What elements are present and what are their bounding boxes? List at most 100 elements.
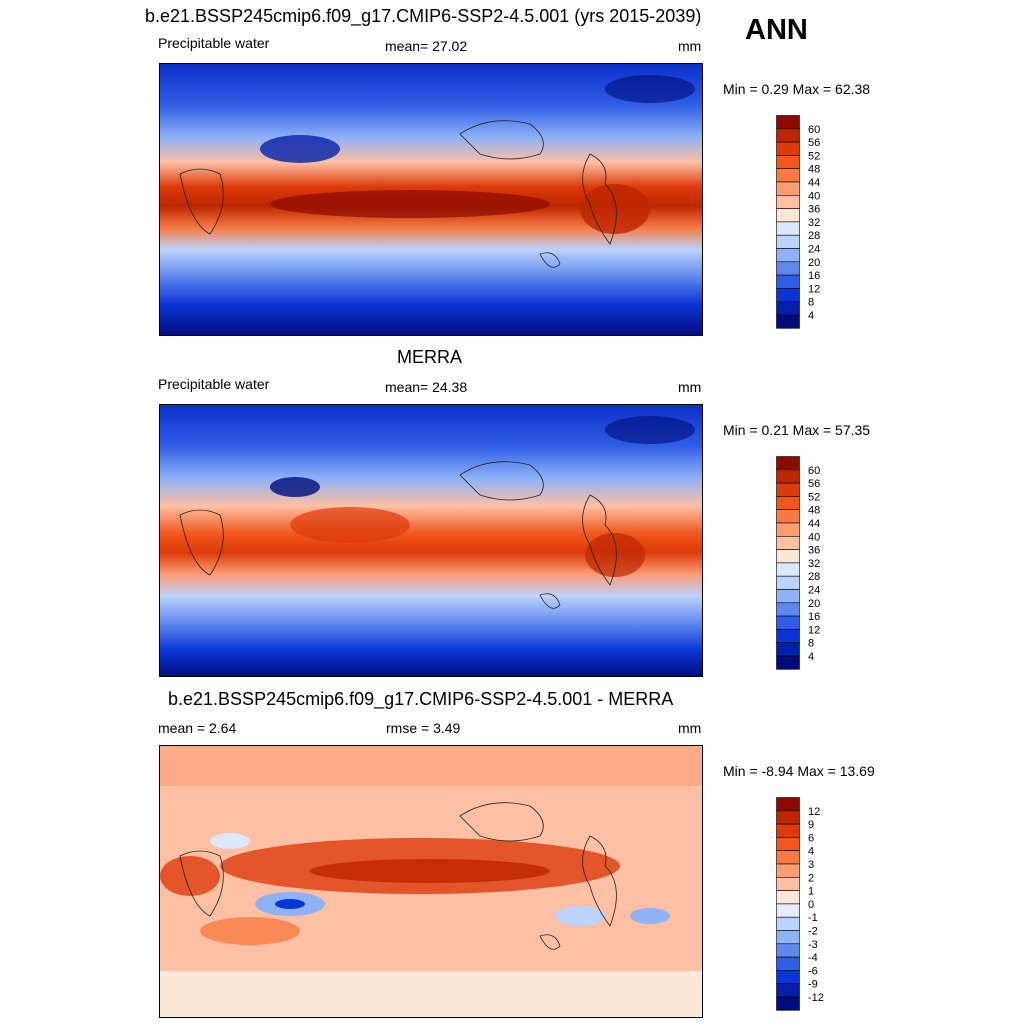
panel1-map [159, 63, 703, 336]
colorbar-tick-label: 20 [808, 257, 820, 269]
colorbar-box [776, 797, 800, 812]
panel3-minmax-label: Min = -8.94 Max = 13.69 [723, 763, 875, 779]
colorbar-box [776, 248, 800, 263]
colorbar-tick-label: -6 [808, 965, 818, 977]
colorbar-box [776, 602, 800, 617]
colorbar-box [776, 890, 800, 905]
colorbar-box [776, 837, 800, 852]
colorbar-tick-label: -3 [808, 939, 818, 951]
panel1-minmax-label: Min = 0.29 Max = 62.38 [723, 81, 871, 97]
colorbar-tick-label: 24 [808, 244, 820, 256]
panel1-map-field [160, 64, 702, 335]
colorbar-box [776, 970, 800, 984]
panel3-title: b.e21.BSSP245cmip6.f09_g17.CMIP6-SSP2-4.… [168, 689, 674, 709]
colorbar-tick-label: 52 [808, 150, 820, 162]
colorbar-box [776, 168, 800, 183]
colorbar-box [776, 943, 800, 958]
panel1-colorbar: 60 56 52 48 44 40 36 32 28 24 20 16 12 8 4 [776, 115, 856, 330]
colorbar-tick-label: 28 [808, 230, 820, 242]
colorbar-box [776, 208, 800, 223]
colorbar-box [776, 522, 800, 537]
colorbar-tick-label: -4 [808, 952, 818, 964]
colorbar-tick-label: 56 [808, 478, 820, 490]
colorbar-box [776, 916, 800, 931]
colorbar-tick-label: 8 [808, 297, 814, 309]
colorbar-box [776, 642, 800, 657]
colorbar-box [776, 496, 800, 511]
colorbar-box [776, 128, 800, 143]
colorbar-tick-label: 12 [808, 624, 820, 636]
panel3-units-label: mm [678, 720, 702, 736]
colorbar-box [776, 863, 800, 878]
colorbar-box [776, 823, 800, 838]
colorbar-box [776, 983, 800, 998]
colorbar-tick-label: 40 [808, 531, 820, 543]
colorbar-box [776, 996, 800, 1011]
colorbar-tick-label: 52 [808, 491, 820, 503]
colorbar-box [776, 456, 800, 471]
panel3-rmse-label: rmse = 3.49 [386, 720, 461, 736]
panel2-variable-label: Precipitable water [158, 376, 270, 392]
colorbar-tick-label: 48 [808, 505, 820, 517]
colorbar-box [776, 930, 800, 945]
colorbar-tick-label: 32 [808, 558, 820, 570]
colorbar-box [776, 903, 800, 918]
colorbar-tick-label: 4 [808, 651, 814, 663]
panel2-units-label: mm [678, 379, 702, 395]
colorbar-box [776, 615, 800, 630]
colorbar-tick-label: 12 [808, 283, 820, 295]
colorbar-tick-label: 60 [808, 124, 820, 136]
panel2-map-field [160, 405, 702, 676]
colorbar-box [776, 115, 800, 130]
colorbar-box [776, 155, 800, 170]
colorbar-tick-label: 24 [808, 585, 820, 597]
colorbar-tick-label: -12 [808, 992, 824, 1004]
colorbar-tick-label: 20 [808, 598, 820, 610]
colorbar-box [776, 655, 800, 670]
colorbar-tick-label: 12 [808, 806, 820, 818]
colorbar-tick-label: 60 [808, 465, 820, 477]
colorbar-box [776, 314, 800, 329]
colorbar-box [776, 549, 800, 564]
panel1-mean-label: mean= 27.02 [385, 38, 468, 54]
panel3-map-field [160, 746, 702, 1017]
panel2-title: MERRA [397, 347, 463, 367]
colorbar-box [776, 195, 800, 209]
colorbar-box [776, 469, 800, 484]
colorbar-tick-label: 9 [808, 819, 814, 831]
colorbar-tick-label: 16 [808, 270, 820, 282]
colorbar-box [776, 810, 800, 825]
colorbar-box [776, 274, 800, 289]
colorbar-box [776, 562, 800, 577]
colorbar-tick-label: 0 [808, 899, 814, 911]
colorbar-tick-label: 8 [808, 638, 814, 650]
colorbar-box [776, 181, 800, 196]
colorbar-box [776, 141, 800, 156]
panel2-map [159, 404, 703, 677]
colorbar-tick-label: 44 [808, 177, 820, 189]
colorbar-tick-label: 56 [808, 137, 820, 149]
colorbar-tick-label: 16 [808, 611, 820, 623]
colorbar-tick-label: 32 [808, 217, 820, 229]
colorbar-box [776, 850, 800, 865]
colorbar-box [776, 589, 800, 604]
colorbar-box [776, 482, 800, 497]
colorbar-box [776, 261, 800, 276]
colorbar-tick-label: 3 [808, 859, 814, 871]
colorbar-tick-label: 48 [808, 164, 820, 176]
panel3-colorbar: 12 9 6 4 3 2 1 0 -1 -2 -3 -4 -6 -9 -12 [776, 797, 856, 1012]
colorbar-box [776, 877, 800, 891]
colorbar-tick-label: -1 [808, 912, 818, 924]
panel2-colorbar: 60 56 52 48 44 40 36 32 28 24 20 16 12 8 4 [776, 456, 856, 671]
colorbar-box [776, 288, 800, 302]
colorbar-tick-label: 36 [808, 204, 820, 216]
colorbar-tick-label: 40 [808, 190, 820, 202]
colorbar-tick-label: 28 [808, 571, 820, 583]
colorbar-tick-label: 4 [808, 846, 814, 858]
panel2-minmax-label: Min = 0.21 Max = 57.35 [723, 422, 871, 438]
colorbar-tick-label: 6 [808, 832, 814, 844]
colorbar-tick-label: 36 [808, 545, 820, 557]
colorbar-box [776, 301, 800, 316]
